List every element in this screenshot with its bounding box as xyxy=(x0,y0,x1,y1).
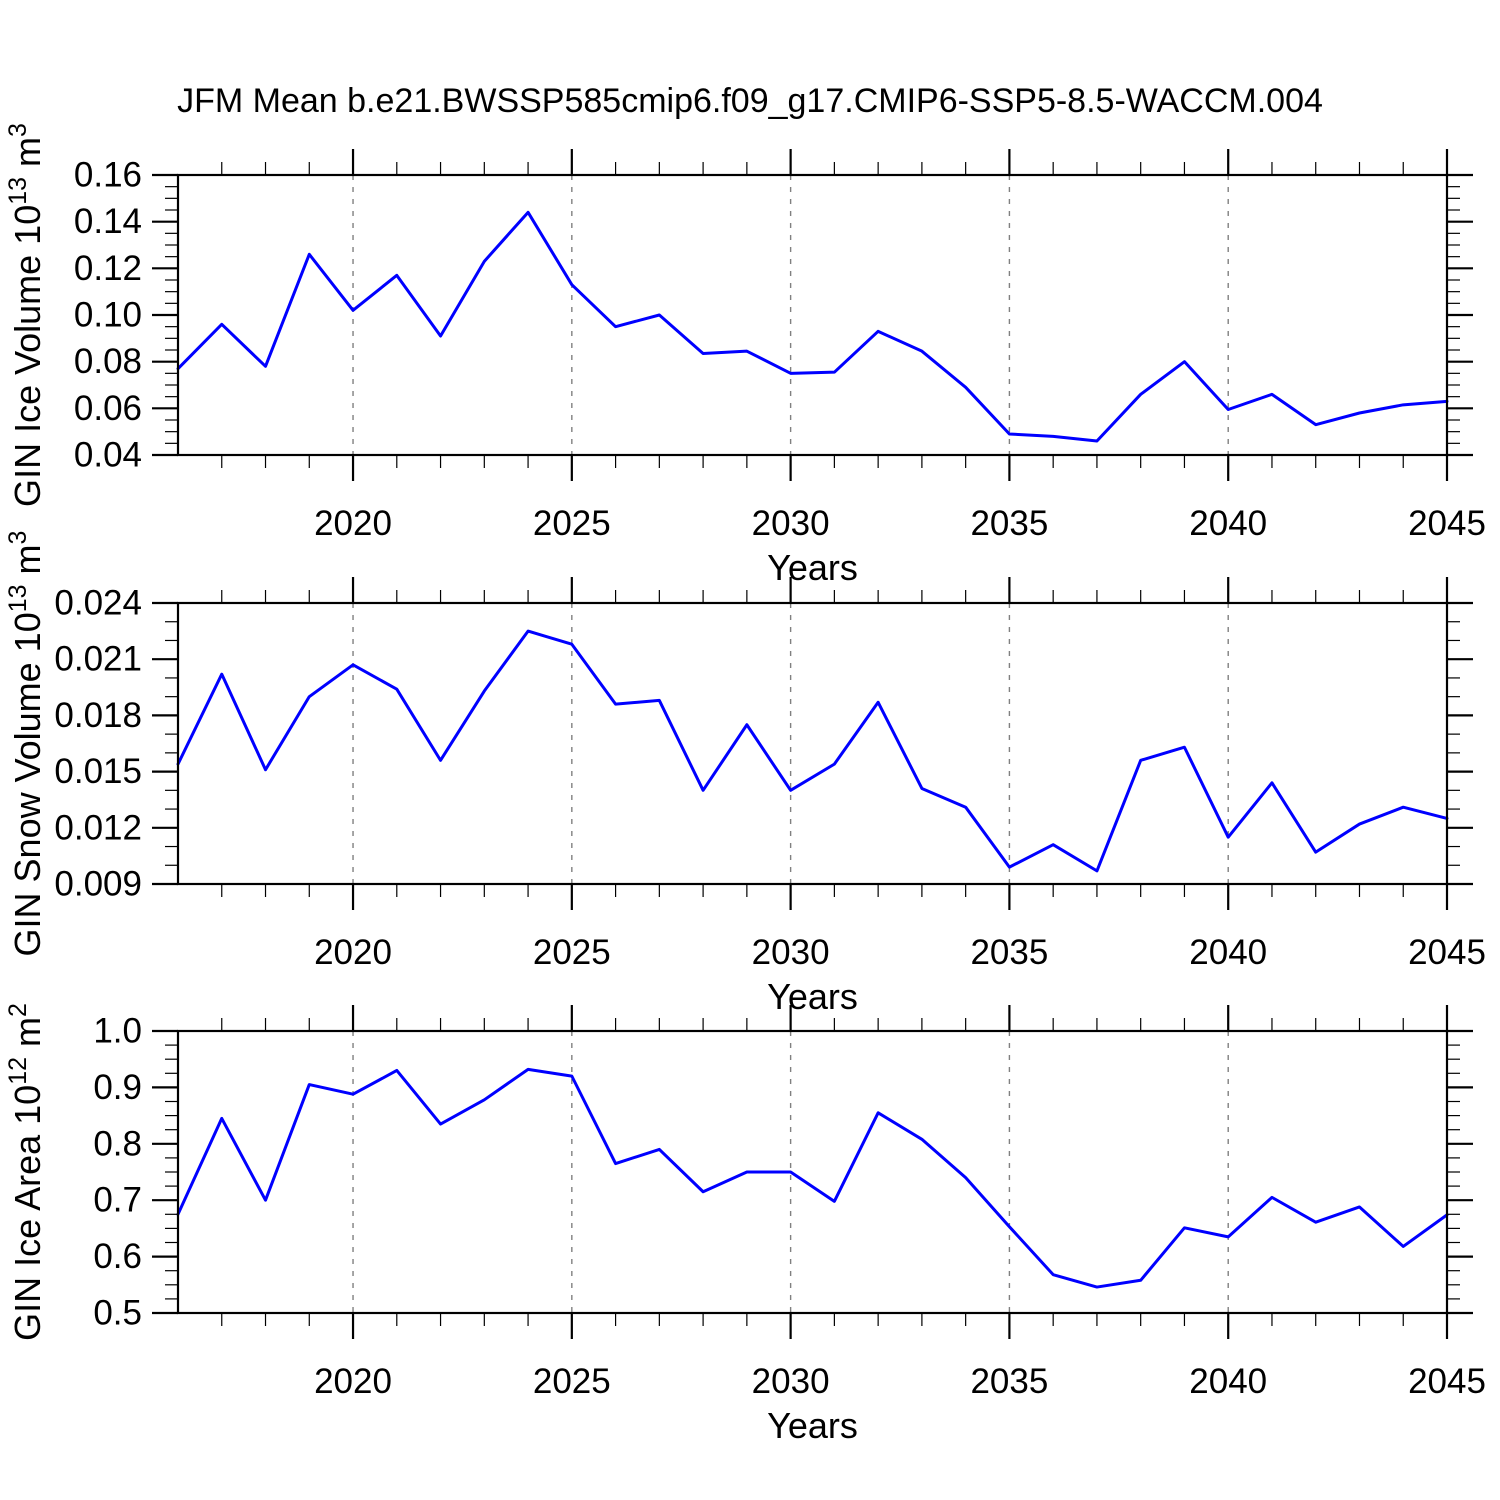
gin-ice-area-ytick-label: 0.7 xyxy=(93,1181,142,1220)
gin-snow-volume-xtick-label: 2025 xyxy=(533,933,611,972)
ice-area-chart: 0.5 0.6 0.7 0.8 0.9 1.0 2020 2025 2030 2035 2040 20… xyxy=(4,1003,1486,1446)
gin-ice-volume-xtick-label: 2040 xyxy=(1189,504,1267,543)
gin-ice-area-ytick-label: 0.6 xyxy=(93,1237,142,1276)
gin-snow-volume-xtick-label: 2020 xyxy=(314,933,392,972)
gin-snow-volume-xtick-label: 2045 xyxy=(1408,933,1486,972)
gin-ice-area-xtick-label: 2025 xyxy=(533,1362,611,1401)
gin-ice-volume-ytick-label: 0.06 xyxy=(74,389,142,428)
gin-ice-volume-x-axis-title: Years xyxy=(767,547,858,588)
gin-ice-area-plot-frame xyxy=(176,1029,1449,1315)
gin-snow-volume-ytick-label: 0.021 xyxy=(54,640,142,679)
gin-ice-area-xtick-label: 2030 xyxy=(752,1362,830,1401)
ice-volume-chart: 0.04 0.06 0.08 0.10 0.12 0.14 0.16 2020 2025 2030… xyxy=(4,123,1486,588)
gin-ice-area-ytick-label: 0.8 xyxy=(93,1124,142,1163)
gin-snow-volume-y-axis-title: GIN Snow Volume 1013 m3 xyxy=(4,531,48,957)
gin-ice-area-ytick-label: 1.0 xyxy=(93,1012,142,1051)
gin-ice-area-series-line xyxy=(176,1067,1449,1289)
gin-ice-area-y-axis-title: GIN Ice Area 1012 m2 xyxy=(4,1003,48,1341)
gin-snow-volume-xtick-label: 2035 xyxy=(970,933,1048,972)
gin-ice-volume-xtick-label: 2025 xyxy=(533,504,611,543)
gin-snow-volume-plot-frame xyxy=(176,601,1449,886)
gin-ice-volume-xtick-label: 2035 xyxy=(970,504,1048,543)
gin-ice-area-xtick-label: 2020 xyxy=(314,1362,392,1401)
gin-ice-volume-ytick-label: 0.12 xyxy=(74,249,142,288)
gin-ice-area-xtick-label: 2045 xyxy=(1408,1362,1486,1401)
gin-ice-area-ytick-label: 0.9 xyxy=(93,1068,142,1107)
gin-ice-volume-ytick-label: 0.14 xyxy=(74,202,142,241)
gin-snow-volume-ytick-label: 0.015 xyxy=(54,752,142,791)
gin-ice-volume-ytick-label: 0.08 xyxy=(74,342,142,381)
figure-title: JFM Mean b.e21.BWSSP585cmip6.f09_g17.CMI… xyxy=(177,82,1323,120)
gin-ice-area-xtick-label: 2040 xyxy=(1189,1362,1267,1401)
gin-ice-area-xtick-label: 2035 xyxy=(970,1362,1048,1401)
gin-ice-volume-y-axis-title: GIN Ice Volume 1013 m3 xyxy=(4,123,48,507)
gin-ice-volume-ytick-label: 0.10 xyxy=(74,296,142,335)
gin-snow-volume-x-axis-title: Years xyxy=(767,976,858,1017)
gin-ice-volume-series-line xyxy=(176,210,1449,443)
gin-ice-volume-ytick-label: 0.04 xyxy=(74,436,142,475)
gin-snow-volume-xtick-label: 2030 xyxy=(752,933,830,972)
gin-snow-volume-ytick-label: 0.012 xyxy=(54,808,142,847)
gin-ice-volume-ytick-label: 0.16 xyxy=(74,156,142,195)
gin-snow-volume-ytick-label: 0.009 xyxy=(54,865,142,904)
gin-ice-volume-xtick-label: 2020 xyxy=(314,504,392,543)
gin-ice-volume-xtick-label: 2030 xyxy=(752,504,830,543)
gin-ice-volume-plot-frame xyxy=(176,173,1449,457)
gin-snow-volume-ytick-label: 0.018 xyxy=(54,696,142,735)
gin-snow-volume-xtick-label: 2040 xyxy=(1189,933,1267,972)
gin-ice-volume-xtick-label: 2045 xyxy=(1408,504,1486,543)
gin-snow-volume-series-line xyxy=(176,629,1449,873)
snow-volume-chart: 0.009 0.012 0.015 0.018 0.021 0.024 2020 2025 20… xyxy=(4,531,1486,1017)
gin-ice-area-ytick-label: 0.5 xyxy=(93,1294,142,1333)
gin-ice-area-x-axis-title: Years xyxy=(767,1405,858,1446)
gin-snow-volume-ytick-label: 0.024 xyxy=(54,584,142,623)
